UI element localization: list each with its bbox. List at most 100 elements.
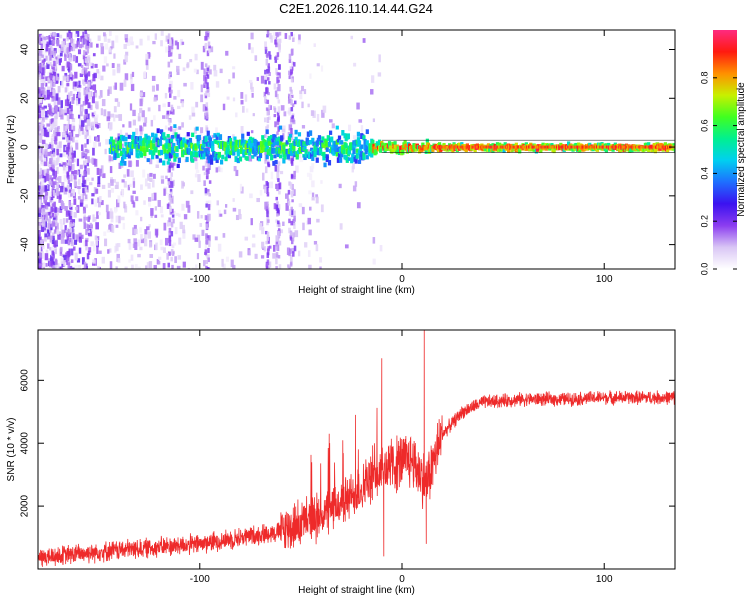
noise-cell <box>65 232 69 237</box>
noise-cell <box>83 184 87 188</box>
colorbar-tick-label: 0.0 <box>699 263 709 276</box>
noise-cell <box>274 39 277 45</box>
noise-cell <box>176 265 181 269</box>
noise-cell <box>42 39 46 48</box>
noise-cell <box>185 200 190 208</box>
noise-cell <box>94 63 98 68</box>
signal-cell <box>277 147 282 154</box>
noise-cell <box>119 129 123 136</box>
noise-cell <box>52 235 55 241</box>
signal-cell <box>238 156 243 162</box>
signal-cell <box>186 132 190 137</box>
noise-cell <box>93 72 97 79</box>
noise-cell <box>170 256 173 262</box>
signal-cell <box>117 136 121 142</box>
noise-cell <box>163 222 167 231</box>
noise-cell <box>40 79 43 83</box>
signal-cell <box>294 136 298 142</box>
noise-cell <box>275 257 278 265</box>
signal-cell <box>426 146 431 151</box>
signal-cell <box>324 140 328 147</box>
noise-cell <box>43 236 47 242</box>
noise-cell <box>274 121 277 128</box>
noise-cell <box>187 205 191 213</box>
signal-cell <box>356 137 361 142</box>
noise-cell <box>80 120 85 127</box>
noise-cell <box>61 41 65 47</box>
noise-cell <box>123 201 126 209</box>
noise-cell <box>60 44 65 52</box>
noise-cell <box>358 119 363 123</box>
noise-cell <box>94 116 98 124</box>
noise-cell <box>289 96 292 102</box>
noise-cell <box>115 224 119 228</box>
noise-cell <box>276 131 279 136</box>
noise-cell <box>58 148 62 152</box>
noise-cell <box>264 79 267 85</box>
noise-cell <box>72 228 75 234</box>
noise-cell <box>167 179 171 186</box>
noise-cell <box>78 128 81 137</box>
noise-cell <box>141 92 146 98</box>
noise-cell <box>78 124 82 132</box>
noise-cell <box>85 125 88 131</box>
noise-cell <box>225 256 229 262</box>
noise-cell <box>49 175 52 179</box>
noise-cell <box>76 258 81 263</box>
signal-cell <box>312 141 316 147</box>
signal-cell <box>317 135 322 140</box>
noise-cell <box>103 231 107 236</box>
noise-cell <box>151 193 155 200</box>
signal-cell <box>208 140 213 146</box>
noise-cell <box>206 235 210 239</box>
signal-cell <box>604 147 609 153</box>
noise-cell <box>84 110 88 119</box>
noise-cell <box>116 243 121 248</box>
noise-cell <box>292 189 296 196</box>
noise-cell <box>148 224 151 228</box>
noise-cell <box>196 69 199 75</box>
noise-cell <box>272 32 276 40</box>
noise-cell <box>294 100 297 105</box>
spectrogram-y-tick-label: -20 <box>20 188 31 203</box>
noise-cell <box>290 99 293 106</box>
noise-cell <box>54 241 57 248</box>
signal-cell <box>268 147 273 152</box>
signal-cell <box>295 151 299 158</box>
noise-cell <box>86 149 90 153</box>
noise-cell <box>190 82 194 90</box>
noise-cell <box>57 233 61 240</box>
noise-cell <box>121 163 124 168</box>
noise-cell <box>51 164 55 169</box>
noise-cell <box>43 227 47 232</box>
noise-cell <box>54 220 58 227</box>
noise-cell <box>307 217 312 225</box>
noise-cell <box>66 36 69 42</box>
noise-cell <box>94 235 98 240</box>
noise-cell <box>117 133 121 138</box>
noise-cell <box>152 40 156 45</box>
noise-cell <box>194 162 199 170</box>
noise-cell <box>128 160 132 168</box>
noise-cell <box>39 184 44 188</box>
noise-cell <box>213 70 218 77</box>
noise-cell <box>289 66 293 72</box>
noise-cell <box>278 240 282 246</box>
noise-cell <box>288 53 292 61</box>
noise-cell <box>153 115 156 121</box>
noise-cell <box>251 92 254 98</box>
noise-cell <box>150 119 154 127</box>
noise-cell <box>245 108 249 113</box>
noise-cell <box>101 256 105 264</box>
signal-cell <box>265 129 269 135</box>
noise-cell <box>77 88 81 92</box>
noise-cell <box>139 98 143 107</box>
noise-cell <box>41 114 45 123</box>
noise-cell <box>127 184 130 191</box>
noise-cell <box>67 92 71 100</box>
signal-cell <box>323 154 327 159</box>
noise-cell <box>86 113 90 120</box>
noise-cell <box>92 158 96 165</box>
noise-cell <box>67 179 71 185</box>
